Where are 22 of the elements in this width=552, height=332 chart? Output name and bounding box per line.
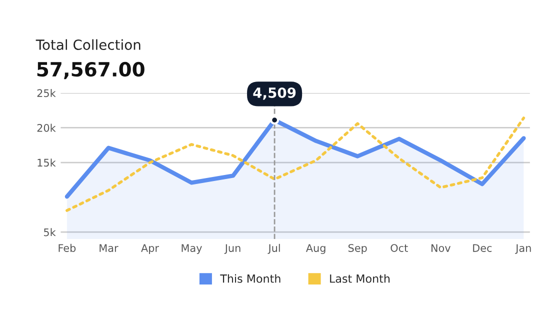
legend-label: Last Month bbox=[330, 274, 390, 283]
line-series bbox=[66, 116, 526, 212]
x-tick-label: Sep bbox=[348, 244, 367, 254]
y-tick-label: 20k bbox=[37, 124, 56, 132]
x-tick-label: Feb bbox=[58, 244, 76, 252]
y-tick-label: 5k bbox=[44, 228, 56, 236]
x-tick-label: Jan bbox=[515, 244, 531, 254]
x-tick-label: May bbox=[182, 244, 202, 254]
y-tick-label: 25k bbox=[37, 89, 56, 98]
y-tick-label: 15k bbox=[38, 158, 56, 167]
legend-label: This Month bbox=[220, 274, 280, 283]
x-tick-label: Aug bbox=[306, 244, 326, 254]
x-tick-label: Jun bbox=[224, 244, 240, 254]
x-tick-label: Jul bbox=[268, 244, 280, 254]
chart-title: Total Collection bbox=[36, 39, 140, 50]
chart-subtitle: 57,567.00 bbox=[37, 62, 144, 80]
x-tick-label: Dec bbox=[473, 244, 492, 252]
x-tick-label: Mar bbox=[100, 244, 118, 252]
x-tick-label: Oct bbox=[390, 244, 408, 252]
annotation: 4,509 bbox=[253, 87, 296, 100]
x-tick-label: Nov bbox=[432, 244, 450, 252]
x-tick-label: Apr bbox=[141, 244, 159, 254]
